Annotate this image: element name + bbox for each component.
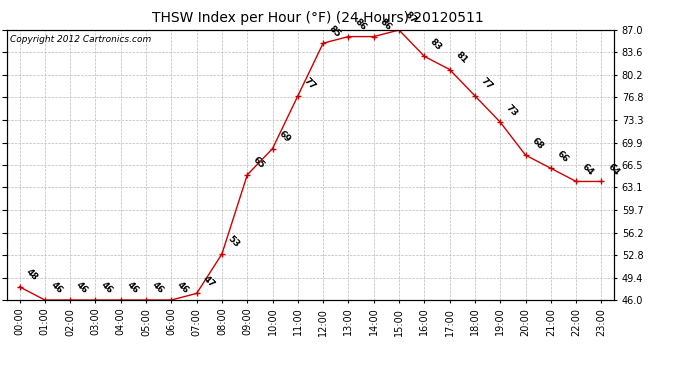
Text: 68: 68: [530, 136, 545, 151]
Text: 86: 86: [378, 17, 393, 32]
Text: 46: 46: [75, 280, 90, 296]
Text: 46: 46: [99, 280, 115, 296]
Text: 65: 65: [251, 156, 266, 171]
Text: 83: 83: [428, 37, 444, 52]
Text: 77: 77: [479, 76, 495, 92]
Text: 64: 64: [580, 162, 595, 177]
Text: 46: 46: [175, 280, 191, 296]
Text: 53: 53: [226, 234, 242, 250]
Text: THSW Index per Hour (°F) (24 Hours) 20120511: THSW Index per Hour (°F) (24 Hours) 2012…: [152, 11, 483, 25]
Text: 87: 87: [403, 10, 419, 26]
Text: 64: 64: [606, 162, 621, 177]
Text: 46: 46: [49, 280, 64, 296]
Text: 85: 85: [327, 24, 342, 39]
Text: 81: 81: [454, 50, 469, 65]
Text: Copyright 2012 Cartronics.com: Copyright 2012 Cartronics.com: [10, 35, 151, 44]
Text: 46: 46: [150, 280, 166, 296]
Text: 86: 86: [353, 17, 368, 32]
Text: 66: 66: [555, 149, 570, 164]
Text: 73: 73: [504, 103, 520, 118]
Text: 47: 47: [201, 274, 216, 289]
Text: 69: 69: [277, 129, 292, 144]
Text: 46: 46: [125, 280, 140, 296]
Text: 77: 77: [302, 76, 317, 92]
Text: 48: 48: [23, 267, 39, 283]
